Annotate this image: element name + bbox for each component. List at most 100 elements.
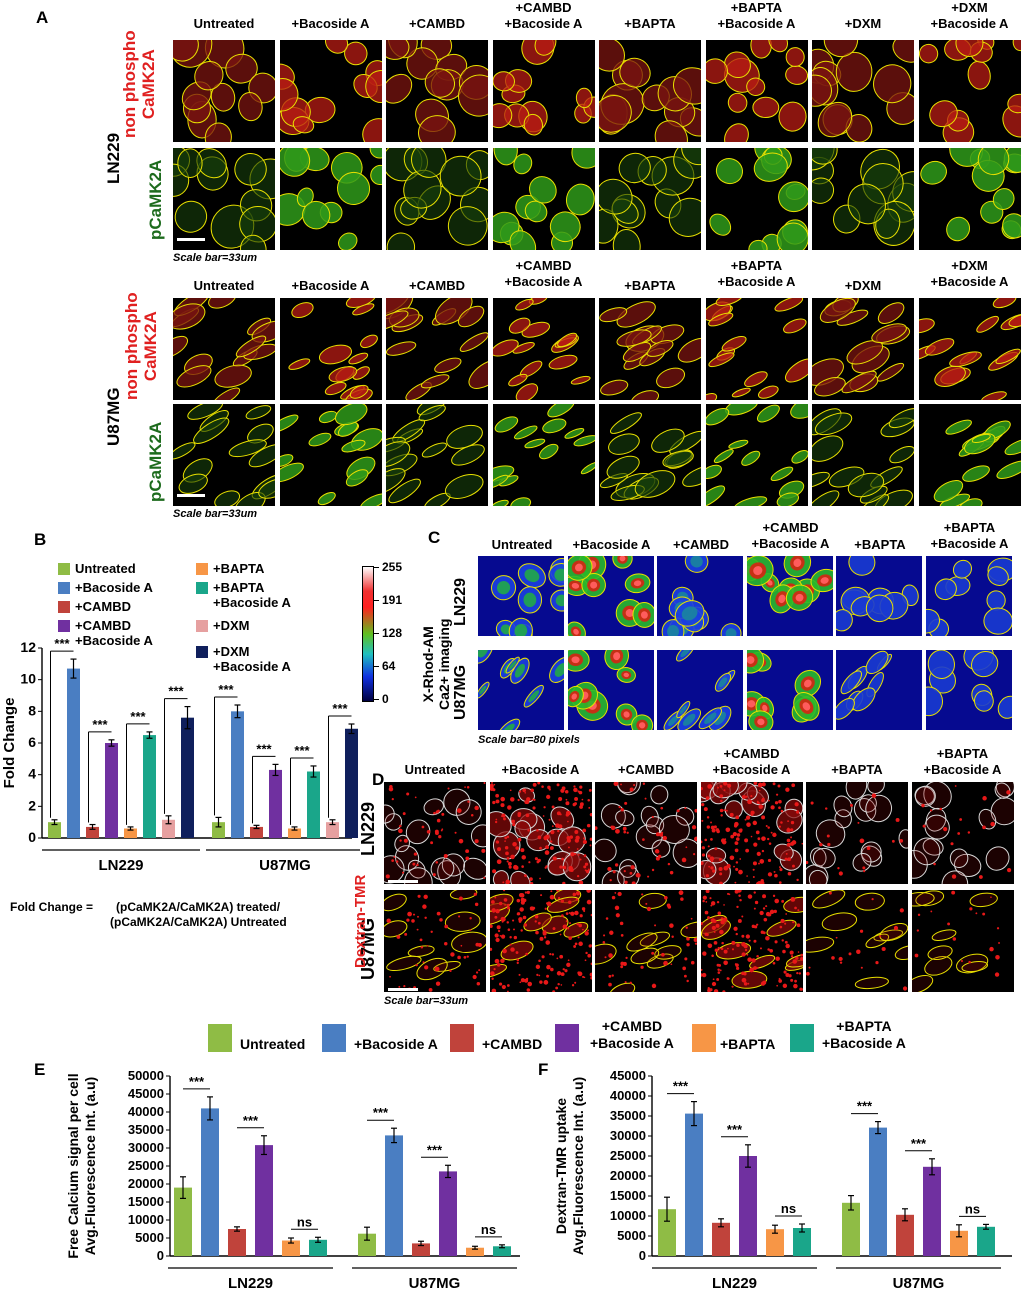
y-tick-label: 25000	[128, 1158, 164, 1173]
significance-label: ***	[130, 709, 146, 724]
bar	[923, 1167, 941, 1256]
legend-label: +BAPTA	[720, 1036, 775, 1053]
panel-a-micrograph	[706, 40, 808, 142]
significance-label: ***	[92, 717, 108, 732]
panel-d-dextran-image	[912, 890, 1014, 992]
panel-a-header-line: +Bacoside A	[487, 274, 601, 290]
panel-d-dextran-image	[490, 890, 592, 992]
legend-label: +CAMBD	[75, 599, 131, 614]
significance-label: ns	[965, 1201, 980, 1216]
group-label: LN229	[98, 857, 143, 874]
y-tick-label: 35000	[128, 1122, 164, 1137]
panel-c-scale-label: Scale bar=80 pixels	[478, 734, 580, 746]
panel-d-header-line: +Bacoside A	[484, 762, 598, 778]
panel-c-column-header: Untreated	[472, 537, 572, 553]
panel-d-dextran-image	[912, 782, 1014, 884]
y-tick-label: 10000	[610, 1208, 646, 1223]
panel-a-header-line: +CAMBD	[487, 0, 601, 16]
panel-a-column-header: +CAMBD	[380, 16, 494, 32]
panel-a-column-header: +DXM	[806, 278, 920, 294]
legend-swatch	[555, 1024, 579, 1052]
panel-c-ca-image	[747, 556, 833, 636]
panel-c-ca-image	[478, 650, 564, 730]
panel-a-micrograph	[812, 148, 914, 250]
significance-label: ***	[243, 1113, 259, 1128]
panel-a-micrograph	[493, 148, 595, 250]
panel-a-header-line: +CAMBD	[380, 278, 494, 294]
panel-d-column-header: Untreated	[378, 762, 492, 778]
bar	[439, 1171, 457, 1256]
scale-bar-line	[482, 636, 508, 639]
panel-d-dextran-image	[595, 890, 697, 992]
y-tick-label: 30000	[610, 1128, 646, 1143]
bar	[181, 718, 194, 838]
panel-d-header-line: +CAMBD	[589, 762, 703, 778]
row-label-red-line2: CaMK2A	[141, 292, 160, 400]
panel-c-header-line: +Bacoside A	[741, 536, 841, 552]
significance-label: ***	[427, 1142, 443, 1157]
panel-a-header-line: +Bacoside A	[913, 16, 1021, 32]
bar	[105, 743, 118, 838]
significance-label: ***	[911, 1136, 927, 1151]
panel-d-side-label: Dextran-TMR	[352, 875, 369, 968]
legend-swatch	[208, 1024, 232, 1052]
panel-a-column-header: +DXM+Bacoside A	[913, 258, 1021, 290]
legend-label-line: Untreated	[75, 561, 136, 576]
legend-label-line: +BAPTA	[213, 561, 264, 576]
panel-a-micrograph	[173, 148, 275, 250]
y-tick-label: 0	[28, 829, 36, 845]
panel-a-micrograph	[173, 404, 275, 506]
panel-a-column-header: +DXM	[806, 16, 920, 32]
legend-label-line: Untreated	[240, 1036, 305, 1053]
panel-a-cell-line-label: U87MG	[104, 387, 124, 446]
side-label-line2: Ca2+ imaging	[436, 619, 452, 710]
significance-label: ns	[781, 1201, 796, 1216]
y-tick-label: 10	[20, 671, 36, 687]
colorbar-tick-label: 0	[382, 692, 389, 706]
panel-a-header-line: +Bacoside A	[274, 16, 388, 32]
panel-a-micrograph	[919, 404, 1021, 506]
colorbar-tick-label: 191	[382, 593, 402, 607]
panel-d-header-line: +BAPTA	[800, 762, 914, 778]
legend-label-line: +BAPTA	[822, 1018, 906, 1035]
panel-a-micrograph	[386, 40, 488, 142]
scale-bar-line	[388, 988, 418, 991]
panel-d-column-header: +CAMBD	[589, 762, 703, 778]
panel-c-header-line: Untreated	[472, 537, 572, 553]
panel-a-column-header: +BAPTA	[593, 16, 707, 32]
panel-d-column-header: +CAMBD+Bacoside A	[695, 746, 809, 778]
significance-label: ns	[481, 1222, 496, 1237]
y-tick-label: 10000	[128, 1212, 164, 1227]
panel-d-column-header: +BAPTA	[800, 762, 914, 778]
panel-a-header-line: +Bacoside A	[700, 274, 814, 290]
panel-a-micrograph	[812, 404, 914, 506]
panel-a-micrograph	[599, 148, 701, 250]
panel-a-micrograph	[812, 40, 914, 142]
panel-d-header-line: +BAPTA	[906, 746, 1020, 762]
panel-a-micrograph	[599, 40, 701, 142]
legend-swatch	[196, 620, 208, 632]
panel-c-header-line: +BAPTA	[920, 520, 1020, 536]
legend-swatch	[58, 620, 70, 632]
row-label-red-line1: non phospho	[122, 292, 141, 400]
y-tick-label: 25000	[610, 1148, 646, 1163]
y-tick-label: 15000	[610, 1188, 646, 1203]
group-label: LN229	[712, 1275, 757, 1292]
panel-a-column-header: +CAMBD	[380, 278, 494, 294]
bar	[269, 770, 282, 838]
y-tick-label: 40000	[128, 1104, 164, 1119]
panel-a-cell-line-label: LN229	[104, 133, 124, 184]
legend-swatch	[196, 582, 208, 594]
bar	[255, 1145, 273, 1256]
significance-label: ***	[332, 701, 348, 716]
panel-c-cell-line-label: U87MG	[452, 665, 470, 720]
panel-a-header-line: +CAMBD	[487, 258, 601, 274]
significance-label: ns	[297, 1214, 312, 1229]
colorbar-gradient	[362, 566, 374, 702]
panel-a-micrograph	[493, 298, 595, 400]
y-tick-label: 35000	[610, 1108, 646, 1123]
legend-label-line: +CAMBD	[75, 599, 131, 614]
y-tick-label: 45000	[128, 1086, 164, 1101]
